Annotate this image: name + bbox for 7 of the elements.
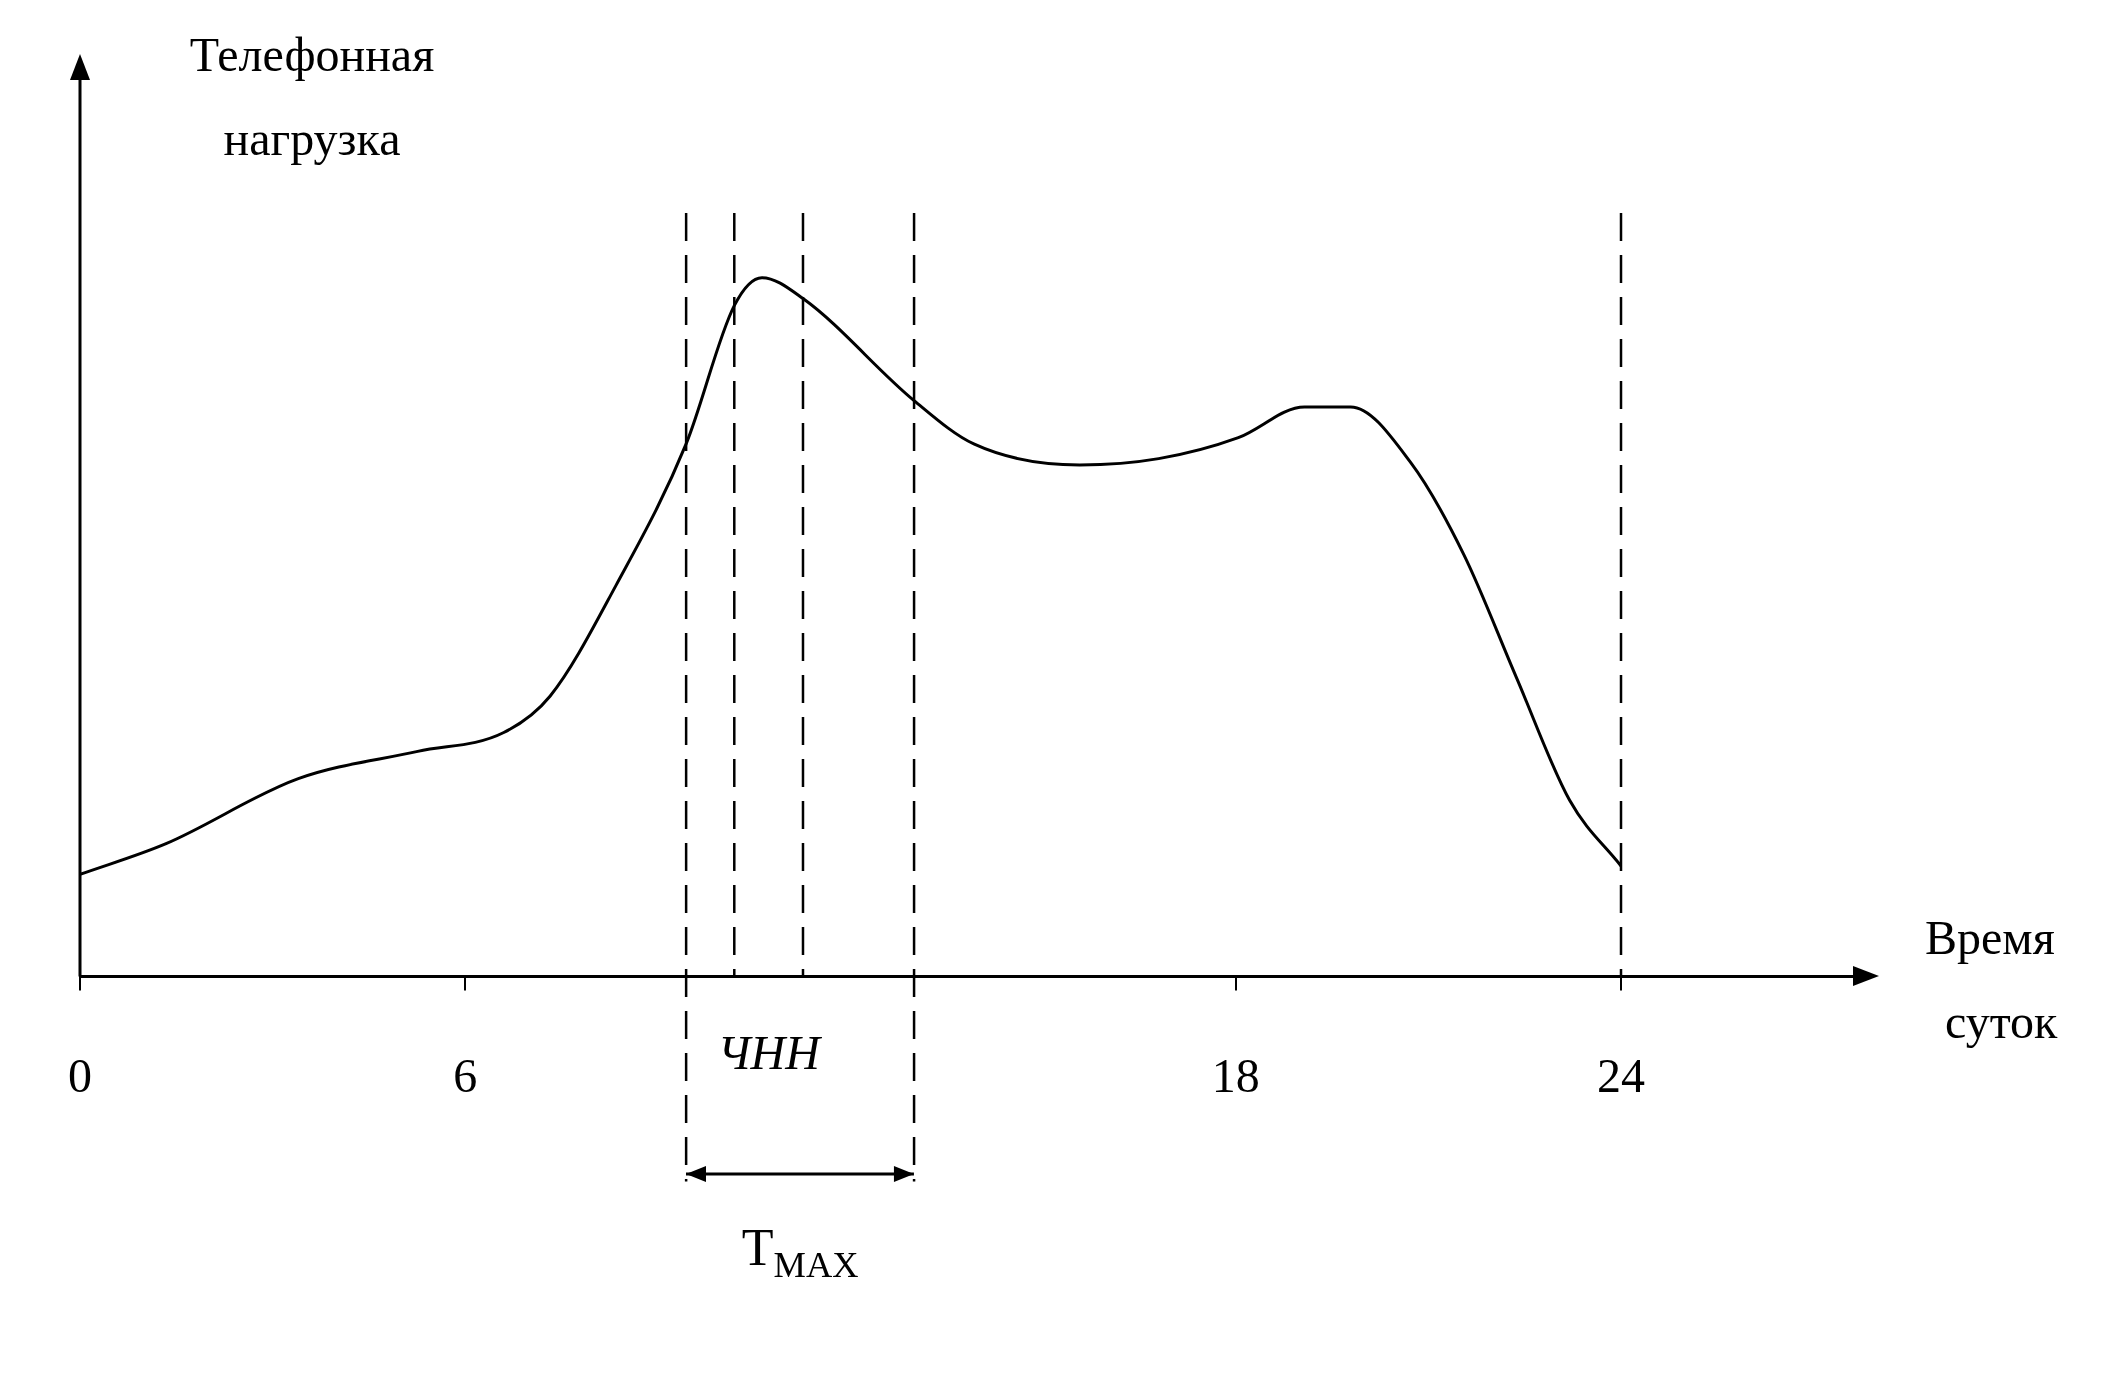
x-axis-title: Время суток	[1925, 911, 2059, 1049]
x-tick-label: 18	[1211, 1048, 1260, 1102]
x-tick-label: 0	[68, 1048, 92, 1102]
text: ЧНН	[717, 1026, 823, 1080]
y-axis-title: Телефонная нагрузка	[189, 27, 435, 165]
x-tick-label: 6	[453, 1048, 478, 1102]
x-tick-label: 24	[1597, 1048, 1646, 1102]
